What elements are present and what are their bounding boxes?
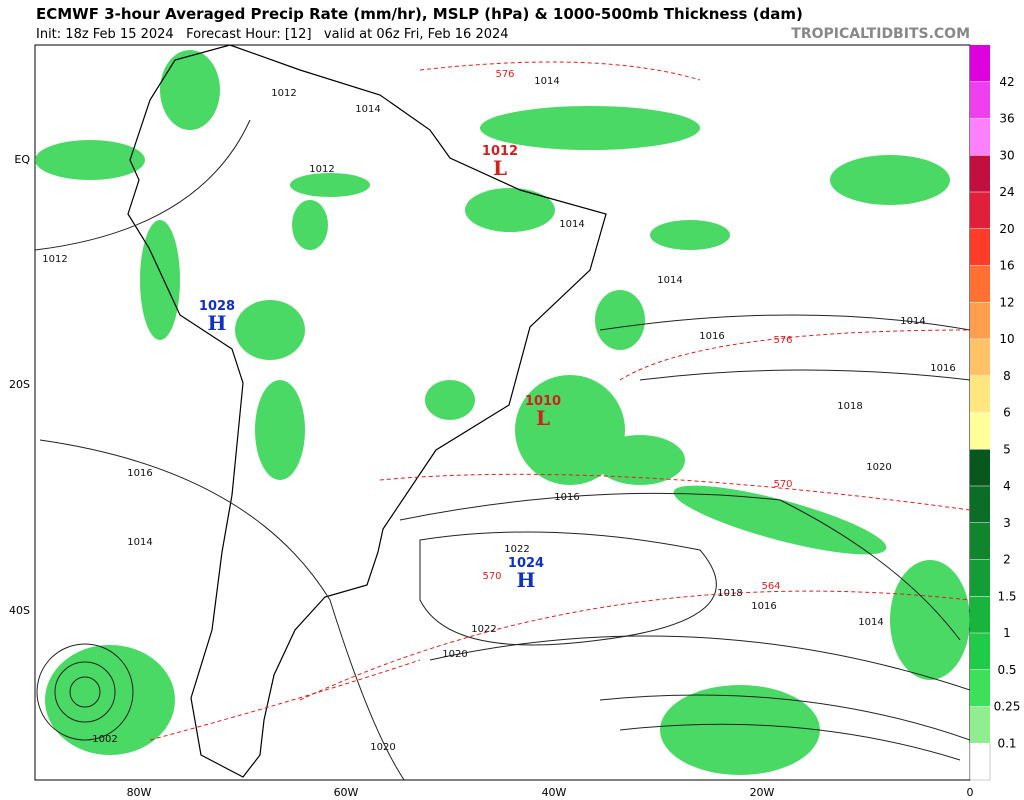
mslp-label: 1014: [559, 219, 584, 230]
colorbar-segment: [970, 339, 990, 376]
colorbar-label: 20: [999, 222, 1014, 236]
center-symbol: L: [493, 156, 507, 180]
map-frame: [34, 44, 971, 781]
mslp-label: 1016: [699, 331, 724, 342]
mslp-label: 1022: [471, 624, 496, 635]
thickness-label: 576: [773, 335, 792, 346]
colorbar-segment: [970, 192, 990, 229]
lon-label: 20W: [750, 786, 775, 799]
mslp-label: 1020: [866, 462, 891, 473]
colorbar-segment: [970, 486, 990, 523]
center-pressure: 1028: [199, 299, 235, 314]
center-pressure: 1010: [525, 394, 561, 409]
lat-label: 40S: [9, 604, 30, 617]
lon-label: 0: [967, 786, 974, 799]
subtitle: Init: 18z Feb 15 2024 Forecast Hour: [12…: [36, 27, 509, 42]
thickness-label: 576: [495, 69, 514, 80]
center-pressure: 1012: [482, 144, 518, 159]
center-symbol: H: [517, 568, 536, 592]
colorbar-segment: [970, 522, 990, 560]
mslp-label: 1020: [442, 649, 467, 660]
mslp-label: 1014: [858, 617, 883, 628]
mslp-label: 1016: [127, 468, 152, 479]
center-symbol: H: [208, 311, 227, 335]
mslp-label: 1014: [127, 537, 152, 548]
mslp-label: 1014: [534, 76, 559, 87]
colorbar-segment: [969, 743, 991, 781]
colorbar-label: 10: [999, 332, 1014, 346]
colorbar-segment: [970, 45, 990, 82]
site: TROPICALTIDBITS.COM: [791, 26, 970, 42]
colorbar-label: 2: [1003, 553, 1011, 567]
thickness-label: 570: [773, 479, 792, 490]
colorbar-segment: [970, 596, 990, 633]
colorbar-label: 30: [999, 148, 1014, 162]
colorbar-label: 0.1: [997, 736, 1016, 750]
colorbar-label: 24: [999, 185, 1014, 199]
colorbar-label: 12: [999, 295, 1014, 309]
colorbar-segment: [970, 669, 990, 707]
title: ECMWF 3-hour Averaged Precip Rate (mm/hr…: [36, 5, 803, 23]
colorbar-segment: [970, 155, 990, 192]
colorbar-segment: [970, 265, 990, 303]
colorbar-segment: [970, 375, 990, 413]
mslp-label: 1016: [930, 363, 955, 374]
colorbar-segment: [970, 118, 990, 156]
thickness-label: 564: [761, 581, 780, 592]
colorbar-label: 36: [999, 112, 1014, 126]
mslp-contours: [35, 119, 970, 780]
colorbar-label: 8: [1003, 369, 1011, 383]
mslp-label: 1014: [900, 316, 925, 327]
coastline: [127, 45, 607, 778]
mslp-label: 1012: [309, 164, 334, 175]
colorbar-label: 6: [1003, 406, 1011, 420]
center-symbol: L: [536, 406, 550, 430]
mslp-label: 1012: [42, 254, 67, 265]
lon-label: 40W: [542, 786, 567, 799]
colorbar-label: 5: [1003, 442, 1011, 456]
mslp-label: 1018: [837, 401, 862, 412]
thickness-contours: [149, 61, 970, 741]
mslp-label: 1022: [504, 544, 529, 555]
colorbar-label: 1.5: [997, 589, 1016, 603]
colorbar-segment: [970, 302, 990, 339]
mslp-label: 1018: [717, 588, 742, 599]
colorbar-segment: [970, 559, 990, 597]
colorbar-segment: [970, 228, 990, 266]
map-layers: [35, 45, 970, 780]
thickness-label: 570: [482, 571, 501, 582]
lon-label: 60W: [334, 786, 359, 799]
center-pressure: 1024: [508, 556, 544, 571]
mslp-label: 1014: [657, 275, 682, 286]
lon-label: 80W: [127, 786, 152, 799]
colorbar-label: 0.5: [997, 663, 1016, 677]
lat-label: EQ: [14, 153, 30, 166]
colorbar-label: 0.25: [994, 700, 1021, 714]
lat-label: 20S: [9, 378, 30, 391]
colorbar-segment: [970, 449, 990, 486]
colorbar-label: 4: [1003, 479, 1011, 493]
mslp-label: 1020: [370, 742, 395, 753]
mslp-label: 1016: [554, 492, 579, 503]
mslp-label: 1014: [355, 104, 380, 115]
colorbar-segment: [970, 81, 990, 119]
colorbar-label: 3: [1003, 516, 1011, 530]
colorbar-segment: [970, 412, 990, 450]
precip-areas: [35, 50, 970, 775]
colorbar-label: 42: [999, 75, 1014, 89]
mslp-label: 1016: [751, 601, 776, 612]
colorbar-segment: [970, 706, 990, 744]
colorbar-label: 1: [1003, 626, 1011, 640]
mslp-label: 1002: [92, 734, 117, 745]
colorbar-label: 16: [999, 259, 1014, 273]
colorbar-segment: [970, 633, 990, 670]
mslp-label: 1012: [271, 88, 296, 99]
